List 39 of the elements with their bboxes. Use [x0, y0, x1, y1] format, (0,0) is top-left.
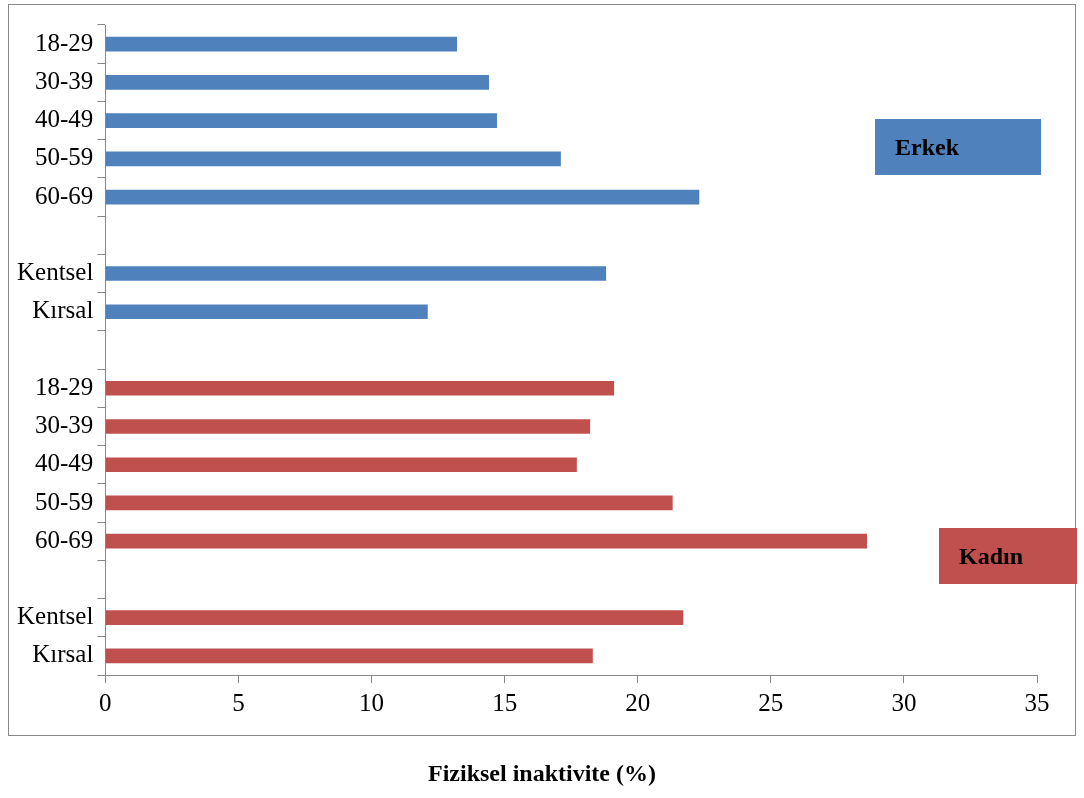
- x-tick-label: 10: [359, 688, 385, 716]
- x-tick-label: 25: [758, 688, 784, 716]
- bar: [105, 419, 591, 434]
- y-tick-label: 60-69: [35, 525, 94, 553]
- name-tag: Kadın: [939, 528, 1077, 585]
- y-tick-label: 40-49: [35, 105, 94, 133]
- bar: [105, 457, 577, 473]
- y-tick-label: Kentsel: [16, 602, 94, 630]
- y-tick-label: Kentsel: [16, 258, 94, 286]
- x-tick-label: 35: [1024, 688, 1050, 716]
- x-tick-label: 15: [492, 688, 518, 716]
- x-axis-title: Fiziksel inaktivite (%): [427, 760, 657, 787]
- bar: [105, 189, 700, 205]
- y-tick-label: 30-39: [35, 66, 94, 94]
- x-tick-label: 30: [891, 688, 917, 716]
- y-tick-label: Kırsal: [32, 296, 94, 324]
- y-tick-label: 50-59: [35, 487, 94, 515]
- x-tick-label: 20: [625, 688, 651, 716]
- bar: [105, 533, 867, 549]
- bar: [105, 648, 593, 664]
- bar: [105, 495, 673, 511]
- y-tick-label: 40-49: [35, 449, 94, 477]
- bar: [105, 304, 428, 320]
- y-tick-label: 50-59: [35, 143, 94, 171]
- bar: [105, 36, 458, 52]
- bar: [105, 266, 607, 281]
- bar: [105, 380, 615, 396]
- name-tag: Erkek: [875, 119, 1041, 176]
- bar: [105, 113, 497, 128]
- bar: [105, 151, 561, 167]
- x-tick-label: 5: [232, 688, 245, 716]
- y-tick-label: 18-29: [35, 28, 94, 56]
- x-tick-label: 0: [99, 688, 112, 716]
- y-tick-label: 30-39: [35, 411, 94, 439]
- y-tick-label: Kırsal: [32, 640, 94, 668]
- y-tick-label: 60-69: [35, 181, 94, 209]
- y-tick-label: 18-29: [35, 372, 94, 400]
- bar: [105, 610, 684, 625]
- bar: [105, 75, 489, 90]
